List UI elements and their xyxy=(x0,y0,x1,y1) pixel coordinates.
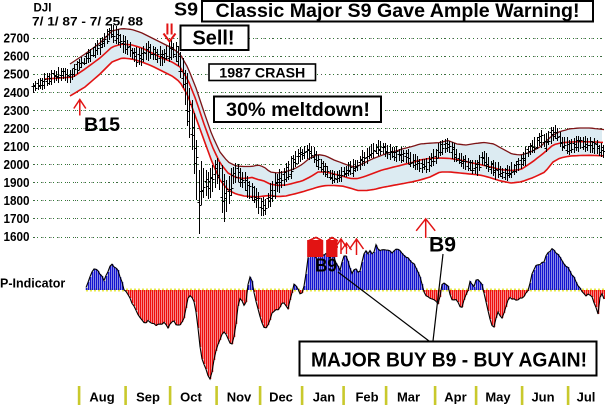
svg-text:Dec: Dec xyxy=(269,390,293,405)
svg-text:Sell!: Sell! xyxy=(193,28,235,50)
svg-text:P-Indicator: P-Indicator xyxy=(0,277,65,291)
svg-text:B15: B15 xyxy=(84,115,120,136)
svg-text:Aug: Aug xyxy=(89,390,114,405)
svg-text:2000: 2000 xyxy=(4,157,30,172)
svg-text:30% meltdown!: 30% meltdown! xyxy=(226,100,370,121)
svg-text:Oct: Oct xyxy=(180,390,202,405)
svg-text:2500: 2500 xyxy=(4,67,30,82)
svg-text:B9: B9 xyxy=(429,234,456,257)
svg-text:2600: 2600 xyxy=(4,49,30,64)
svg-text:Jun: Jun xyxy=(531,390,554,405)
svg-text:B9: B9 xyxy=(315,256,337,276)
svg-text:Sep: Sep xyxy=(136,390,160,405)
svg-text:Mar: Mar xyxy=(397,390,420,405)
svg-text:DJI: DJI xyxy=(34,3,52,15)
svg-text:2400: 2400 xyxy=(4,85,30,100)
svg-text:1987 CRASH: 1987 CRASH xyxy=(219,66,305,81)
svg-text:Feb: Feb xyxy=(355,390,378,405)
svg-text:2200: 2200 xyxy=(4,121,30,136)
svg-text:7/ 1/ 87 - 7/ 25/ 88: 7/ 1/ 87 - 7/ 25/ 88 xyxy=(32,15,143,29)
svg-text:1700: 1700 xyxy=(4,211,30,226)
svg-text:MAJOR BUY B9 - BUY AGAIN!: MAJOR BUY B9 - BUY AGAIN! xyxy=(311,350,587,372)
svg-text:Nov: Nov xyxy=(227,390,252,405)
svg-text:May: May xyxy=(485,390,511,405)
svg-text:S9: S9 xyxy=(174,0,198,20)
svg-text:2100: 2100 xyxy=(4,139,30,154)
svg-text:1800: 1800 xyxy=(4,193,30,208)
svg-text:2300: 2300 xyxy=(4,103,30,118)
svg-text:Jan: Jan xyxy=(313,390,335,405)
svg-text:Classic Major S9 Gave Ample Wa: Classic Major S9 Gave Ample Warning! xyxy=(216,1,580,22)
svg-text:1600: 1600 xyxy=(4,229,30,244)
svg-text:2700: 2700 xyxy=(4,31,30,46)
svg-text:1900: 1900 xyxy=(4,175,30,190)
svg-text:Apr: Apr xyxy=(444,390,466,405)
svg-text:Jul: Jul xyxy=(577,390,596,405)
